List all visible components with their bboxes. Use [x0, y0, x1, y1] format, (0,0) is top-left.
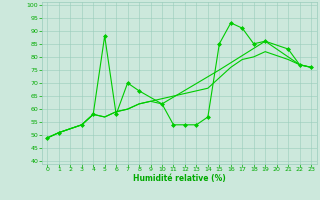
- X-axis label: Humidité relative (%): Humidité relative (%): [133, 174, 226, 183]
